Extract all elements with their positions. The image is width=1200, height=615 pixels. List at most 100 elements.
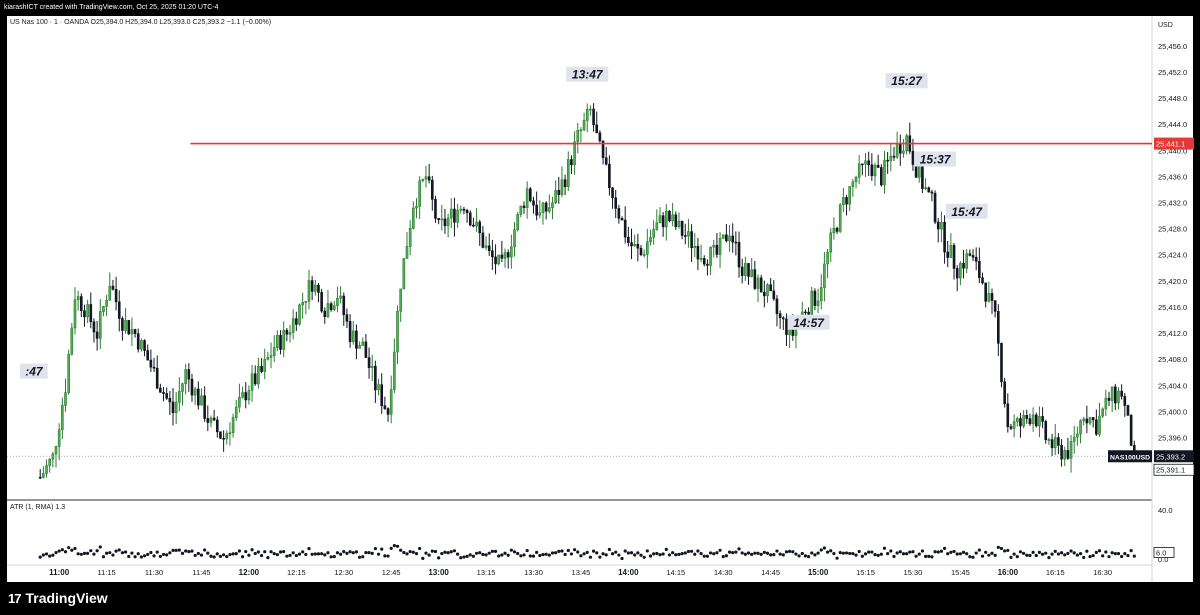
atr-dot bbox=[914, 554, 918, 558]
atr-dot bbox=[778, 552, 782, 556]
candle-body bbox=[86, 304, 89, 318]
candle-body bbox=[835, 227, 839, 232]
candle-body bbox=[61, 405, 64, 430]
atr-dot bbox=[591, 549, 596, 553]
x-tick-label: 12:30 bbox=[334, 568, 353, 577]
candle-body bbox=[304, 301, 308, 303]
x-tick-label: 15:15 bbox=[856, 568, 875, 577]
atr-dot bbox=[364, 550, 368, 555]
candle-body bbox=[664, 210, 668, 228]
candle-body bbox=[927, 187, 931, 193]
candle-body bbox=[816, 300, 820, 306]
atr-dot bbox=[481, 552, 485, 557]
candle-body bbox=[718, 238, 722, 255]
tradingview-logo[interactable]: 17 TradingView bbox=[8, 590, 108, 607]
candle-body bbox=[415, 205, 418, 209]
time-annotation-box bbox=[885, 73, 928, 89]
y-tick-label: 25,396.0 bbox=[1158, 433, 1187, 442]
atr-dot bbox=[674, 553, 678, 557]
tradingview-logo-icon: 17 bbox=[8, 591, 22, 606]
atr-dot bbox=[1044, 551, 1048, 555]
atr-dot bbox=[108, 551, 112, 555]
atr-dot bbox=[727, 550, 732, 554]
time-annotation-label: 15:27 bbox=[891, 74, 923, 88]
atr-dot bbox=[1025, 553, 1029, 557]
candle-body bbox=[1063, 450, 1067, 460]
candle-body bbox=[728, 235, 731, 242]
candle-body bbox=[472, 224, 475, 227]
atr-dot bbox=[421, 556, 425, 560]
candle-body bbox=[683, 235, 687, 237]
atr-dot bbox=[275, 552, 279, 557]
atr-dot bbox=[339, 552, 343, 556]
atr-dot bbox=[1037, 550, 1042, 555]
candle-body bbox=[529, 188, 532, 202]
candle-body bbox=[1034, 414, 1038, 427]
candle-body bbox=[579, 129, 583, 132]
last-price-tag bbox=[1154, 450, 1194, 463]
atr-dot bbox=[1104, 550, 1108, 554]
atr-dot bbox=[1015, 555, 1019, 559]
atr-value-tag bbox=[1153, 547, 1175, 558]
atr-dot bbox=[497, 554, 501, 558]
candle-body bbox=[276, 334, 279, 348]
atr-dot bbox=[70, 548, 74, 552]
atr-dot bbox=[863, 552, 868, 556]
candle-body bbox=[462, 208, 466, 211]
atr-dot bbox=[629, 551, 634, 555]
candle-body bbox=[740, 266, 744, 276]
candle-body bbox=[737, 241, 741, 268]
atr-dot bbox=[471, 554, 476, 558]
candle-body bbox=[721, 234, 725, 239]
atr-dot bbox=[402, 550, 406, 555]
atr-dot bbox=[977, 548, 981, 552]
candle-body bbox=[79, 296, 83, 311]
atr-dot bbox=[361, 555, 365, 559]
atr-dot bbox=[971, 555, 975, 559]
candle-body bbox=[285, 329, 289, 335]
atr-dot bbox=[813, 553, 817, 557]
candle-body bbox=[171, 401, 175, 414]
atr-dot bbox=[712, 552, 716, 556]
candle-body bbox=[130, 329, 134, 335]
y-tick-label: 25,452.0 bbox=[1158, 68, 1187, 77]
atr-dot bbox=[1126, 554, 1130, 558]
atr-dot bbox=[389, 546, 393, 551]
candle-body bbox=[111, 285, 115, 290]
atr-dot bbox=[329, 555, 333, 559]
atr-dot bbox=[376, 552, 381, 556]
atr-indicator-legend[interactable]: ATR (1, RMA) 1.3 bbox=[10, 504, 66, 511]
atr-dot bbox=[585, 550, 589, 554]
atr-dot bbox=[76, 552, 80, 556]
candle-body bbox=[1009, 426, 1013, 429]
candle-body bbox=[1101, 408, 1104, 417]
y-tick-label: 25,444.0 bbox=[1158, 120, 1187, 129]
atr-dot bbox=[272, 552, 276, 556]
atr-dot bbox=[598, 555, 602, 559]
atr-dot bbox=[57, 549, 61, 553]
atr-dot bbox=[851, 552, 855, 556]
candle-body bbox=[329, 303, 333, 310]
candle-body bbox=[298, 304, 301, 325]
candle-body bbox=[225, 433, 229, 440]
candle-body bbox=[418, 180, 421, 207]
atr-dot bbox=[873, 553, 877, 557]
symbol-ohlc-legend[interactable]: US Nas 100 · 1 · OANDA O25,394.0 H25,394… bbox=[10, 19, 272, 26]
atr-dot bbox=[841, 551, 845, 555]
atr-dot bbox=[92, 552, 96, 556]
candle-body bbox=[712, 244, 716, 248]
atr-dot bbox=[696, 549, 700, 553]
candle-body bbox=[623, 219, 627, 238]
candle-body bbox=[190, 378, 194, 396]
candle-body bbox=[244, 392, 248, 401]
chart-pane[interactable] bbox=[7, 16, 1152, 582]
y-tick-label: 25,440.0 bbox=[1158, 146, 1187, 155]
atr-dot bbox=[1075, 553, 1079, 557]
atr-dot bbox=[348, 550, 352, 554]
atr-dot bbox=[250, 548, 254, 552]
candle-body bbox=[253, 373, 257, 385]
atr-dot bbox=[569, 552, 574, 556]
atr-dot bbox=[228, 552, 232, 557]
candle-body bbox=[102, 305, 105, 312]
